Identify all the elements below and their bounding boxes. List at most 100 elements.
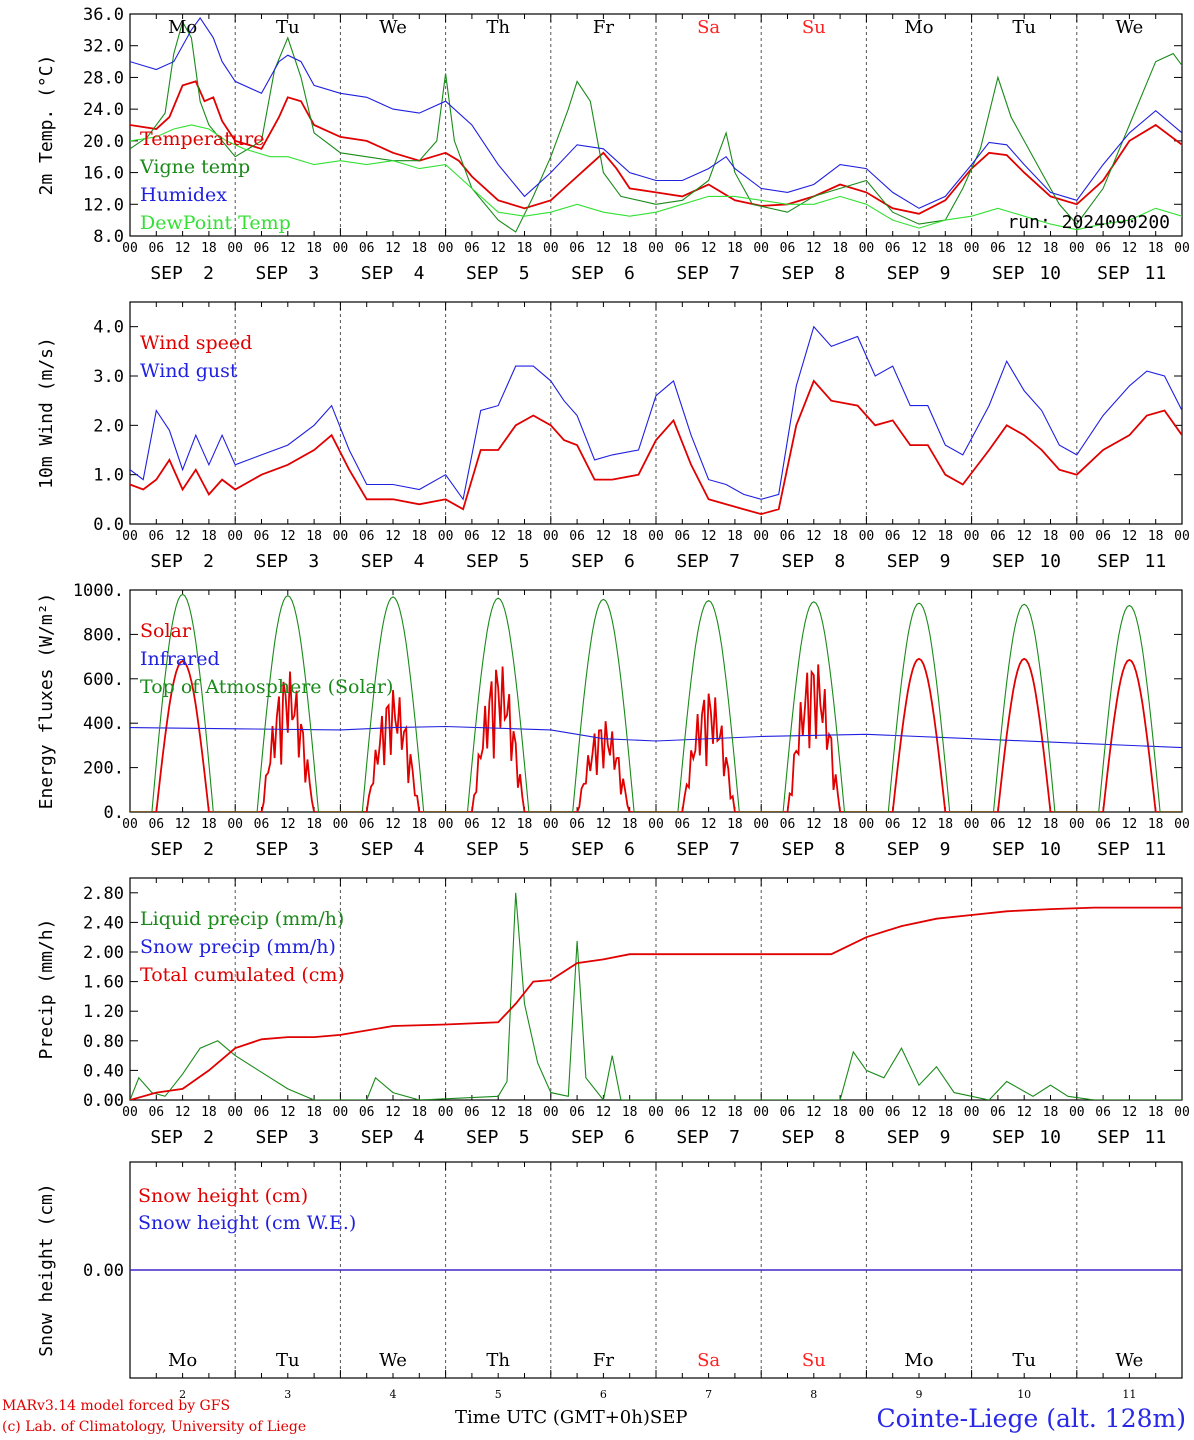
temperature-hour-label: 00 bbox=[648, 241, 664, 256]
wind-hour-label: 06 bbox=[254, 529, 270, 544]
wind-hour-label: 12 bbox=[1016, 529, 1032, 544]
wind-hour-label: 00 bbox=[964, 529, 980, 544]
precip-hour-label: 06 bbox=[569, 1105, 585, 1120]
wind-hour-label: 18 bbox=[306, 529, 322, 544]
wind-hour-label: 00 bbox=[1174, 529, 1190, 544]
precip-hour-label: 00 bbox=[859, 1105, 875, 1120]
wind-day-label: 11 bbox=[1145, 551, 1167, 572]
energy-month-label: SEP bbox=[676, 839, 709, 860]
precip-hour-label: 00 bbox=[753, 1105, 769, 1120]
temperature-hour-label: 12 bbox=[1122, 241, 1138, 256]
station-name: Cointe-Liege (alt. 128m) bbox=[876, 1404, 1186, 1433]
wind-month-label: SEP bbox=[150, 551, 183, 572]
precip-hour-label: 06 bbox=[885, 1105, 901, 1120]
temperature-hour-label: 00 bbox=[753, 241, 769, 256]
precip-hour-label: 12 bbox=[911, 1105, 927, 1120]
energy-ytick-label: 800. bbox=[83, 625, 124, 645]
precip-ytick-label: 2.80 bbox=[83, 884, 124, 904]
wind-hour-label: 18 bbox=[727, 529, 743, 544]
temperature-hour-label: 18 bbox=[517, 241, 533, 256]
precip-ytick-label: 1.60 bbox=[83, 973, 124, 993]
temperature-hour-label: 00 bbox=[1069, 241, 1085, 256]
precip-hour-label: 18 bbox=[727, 1105, 743, 1120]
energy-hour-label: 12 bbox=[596, 817, 612, 832]
energy-hour-label: 00 bbox=[1069, 817, 1085, 832]
energy-hour-label: 00 bbox=[859, 817, 875, 832]
precip-hour-label: 06 bbox=[990, 1105, 1006, 1120]
wind-legend-item: Wind speed bbox=[140, 332, 252, 354]
energy-hour-label: 18 bbox=[1148, 817, 1164, 832]
temperature-hour-label: 00 bbox=[227, 241, 243, 256]
precip-hour-label: 06 bbox=[359, 1105, 375, 1120]
panel-wind bbox=[129, 301, 1183, 525]
wind-month-label: SEP bbox=[992, 551, 1025, 572]
energy-hour-label: 00 bbox=[333, 817, 349, 832]
temperature-hour-label: 06 bbox=[1095, 241, 1111, 256]
temperature-hour-label: 12 bbox=[806, 241, 822, 256]
snow-legend-item: Snow height (cm W.E.) bbox=[138, 1212, 356, 1234]
energy-legend-item: Infrared bbox=[140, 648, 220, 670]
energy-hour-label: 06 bbox=[464, 817, 480, 832]
energy-ytick-label: 1000. bbox=[73, 581, 124, 601]
weekday-label-bottom: Tu bbox=[276, 1350, 300, 1371]
wind-month-label: SEP bbox=[676, 551, 709, 572]
weekday-label-bottom: Mo bbox=[168, 1350, 197, 1371]
snow-legend-item: Snow height (cm) bbox=[138, 1185, 308, 1207]
precip-ytick-label: 0.40 bbox=[83, 1061, 124, 1081]
energy-hour-label: 12 bbox=[806, 817, 822, 832]
energy-hour-label: 06 bbox=[569, 817, 585, 832]
wind-day-label: 7 bbox=[729, 551, 740, 572]
precip-day-label: 8 bbox=[834, 1127, 845, 1148]
precip-day-label: 5 bbox=[519, 1127, 530, 1148]
energy-ylabel: Energy fluxes (W/m²) bbox=[36, 593, 57, 810]
energy-month-label: SEP bbox=[1097, 839, 1130, 860]
bottom-day-number: 5 bbox=[495, 1388, 502, 1401]
precip-hour-label: 18 bbox=[1043, 1105, 1059, 1120]
wind-ytick-label: 4.0 bbox=[93, 318, 124, 338]
weekday-label-top: Mo bbox=[168, 17, 197, 38]
precip-month-label: SEP bbox=[676, 1127, 709, 1148]
wind-ytick-label: 2.0 bbox=[93, 416, 124, 436]
energy-hour-label: 18 bbox=[306, 817, 322, 832]
temperature-hour-label: 06 bbox=[990, 241, 1006, 256]
temperature-hour-label: 12 bbox=[490, 241, 506, 256]
wind-hour-label: 00 bbox=[122, 529, 138, 544]
bottom-day-number: 4 bbox=[390, 1388, 397, 1401]
wind-ytick-label: 3.0 bbox=[93, 367, 124, 387]
precip-hour-label: 06 bbox=[674, 1105, 690, 1120]
precip-legend-item: Liquid precip (mm/h) bbox=[140, 908, 344, 930]
temperature-legend-item: Humidex bbox=[140, 184, 227, 206]
energy-day-label: 8 bbox=[834, 839, 845, 860]
temperature-hour-label: 00 bbox=[859, 241, 875, 256]
precip-month-label: SEP bbox=[150, 1127, 183, 1148]
precip-hour-label: 00 bbox=[543, 1105, 559, 1120]
precip-hour-label: 06 bbox=[780, 1105, 796, 1120]
energy-hour-label: 00 bbox=[753, 817, 769, 832]
precip-hour-label: 06 bbox=[1095, 1105, 1111, 1120]
energy-day-label: 4 bbox=[414, 839, 425, 860]
temperature-hour-label: 06 bbox=[885, 241, 901, 256]
temperature-month-label: SEP bbox=[1097, 263, 1130, 284]
precip-month-label: SEP bbox=[782, 1127, 815, 1148]
energy-hour-label: 06 bbox=[1095, 817, 1111, 832]
wind-hour-label: 18 bbox=[517, 529, 533, 544]
energy-legend-item: Top of Atmosphere (Solar) bbox=[140, 676, 393, 698]
precip-series-liquid-precip-mm-h- bbox=[130, 892, 1182, 1100]
temperature-hour-label: 18 bbox=[832, 241, 848, 256]
energy-series-top-of-atmosphere-solar- bbox=[130, 593, 1182, 812]
energy-hour-label: 06 bbox=[780, 817, 796, 832]
wind-hour-label: 06 bbox=[990, 529, 1006, 544]
temperature-hour-label: 18 bbox=[306, 241, 322, 256]
temperature-month-label: SEP bbox=[256, 263, 289, 284]
precip-hour-label: 18 bbox=[306, 1105, 322, 1120]
weekday-label-top: Su bbox=[802, 17, 826, 38]
temperature-ytick-label: 16.0 bbox=[83, 164, 124, 184]
temperature-hour-label: 00 bbox=[1174, 241, 1190, 256]
precip-hour-label: 12 bbox=[385, 1105, 401, 1120]
temperature-series-temperature bbox=[130, 80, 1182, 215]
bottom-day-number: 7 bbox=[705, 1388, 712, 1401]
precip-ytick-label: 1.20 bbox=[83, 1002, 124, 1022]
precip-hour-label: 00 bbox=[964, 1105, 980, 1120]
energy-day-label: 9 bbox=[940, 839, 951, 860]
time-axis-title: Time UTC (GMT+0h) bbox=[455, 1407, 650, 1428]
